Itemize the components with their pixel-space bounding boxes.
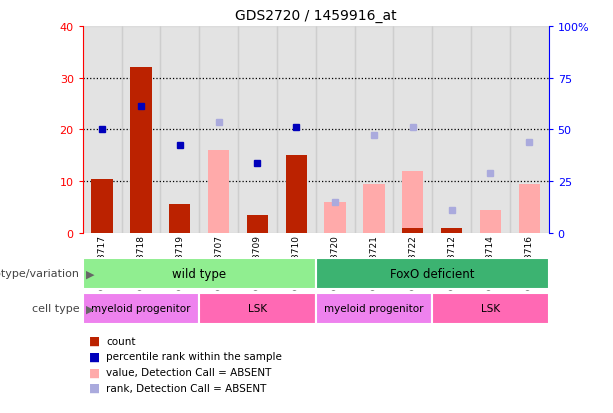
Bar bbox=[519, 184, 540, 233]
Text: myeloid progenitor: myeloid progenitor bbox=[91, 304, 191, 314]
Text: LSK: LSK bbox=[481, 304, 500, 314]
Bar bbox=[121, 27, 161, 233]
Bar bbox=[161, 27, 199, 233]
Text: cell type: cell type bbox=[32, 304, 80, 314]
Text: ■: ■ bbox=[89, 334, 100, 347]
Bar bbox=[316, 27, 354, 233]
Bar bbox=[83, 27, 121, 233]
Text: myeloid progenitor: myeloid progenitor bbox=[324, 304, 424, 314]
Bar bbox=[91, 179, 113, 233]
Text: ▶: ▶ bbox=[86, 268, 94, 279]
Text: ■: ■ bbox=[89, 350, 100, 363]
Text: rank, Detection Call = ABSENT: rank, Detection Call = ABSENT bbox=[106, 383, 267, 393]
Bar bbox=[402, 228, 424, 233]
Bar bbox=[169, 205, 191, 233]
Text: value, Detection Call = ABSENT: value, Detection Call = ABSENT bbox=[106, 367, 272, 377]
Bar bbox=[277, 27, 316, 233]
Bar bbox=[199, 293, 316, 324]
Bar bbox=[441, 228, 462, 233]
Bar bbox=[247, 215, 268, 233]
Bar bbox=[432, 293, 549, 324]
Text: genotype/variation: genotype/variation bbox=[0, 268, 80, 279]
Bar bbox=[83, 258, 316, 289]
Bar bbox=[354, 27, 394, 233]
Bar bbox=[316, 258, 549, 289]
Text: wild type: wild type bbox=[172, 267, 226, 280]
Text: ■: ■ bbox=[89, 381, 100, 394]
Bar bbox=[510, 27, 549, 233]
Bar bbox=[364, 184, 384, 233]
Bar bbox=[199, 27, 238, 233]
Bar bbox=[208, 151, 229, 233]
Text: ▶: ▶ bbox=[86, 304, 94, 314]
Text: ■: ■ bbox=[89, 366, 100, 379]
Bar bbox=[83, 293, 199, 324]
Title: GDS2720 / 1459916_at: GDS2720 / 1459916_at bbox=[235, 9, 397, 23]
Bar bbox=[286, 156, 307, 233]
Bar bbox=[471, 27, 510, 233]
Bar bbox=[131, 68, 151, 233]
Bar bbox=[394, 27, 432, 233]
Text: percentile rank within the sample: percentile rank within the sample bbox=[106, 351, 282, 361]
Text: count: count bbox=[106, 336, 135, 346]
Bar bbox=[316, 293, 432, 324]
Bar bbox=[432, 27, 471, 233]
Bar bbox=[480, 210, 501, 233]
Bar bbox=[324, 202, 346, 233]
Bar bbox=[238, 27, 277, 233]
Text: LSK: LSK bbox=[248, 304, 267, 314]
Bar bbox=[402, 171, 424, 233]
Text: FoxO deficient: FoxO deficient bbox=[390, 267, 474, 280]
